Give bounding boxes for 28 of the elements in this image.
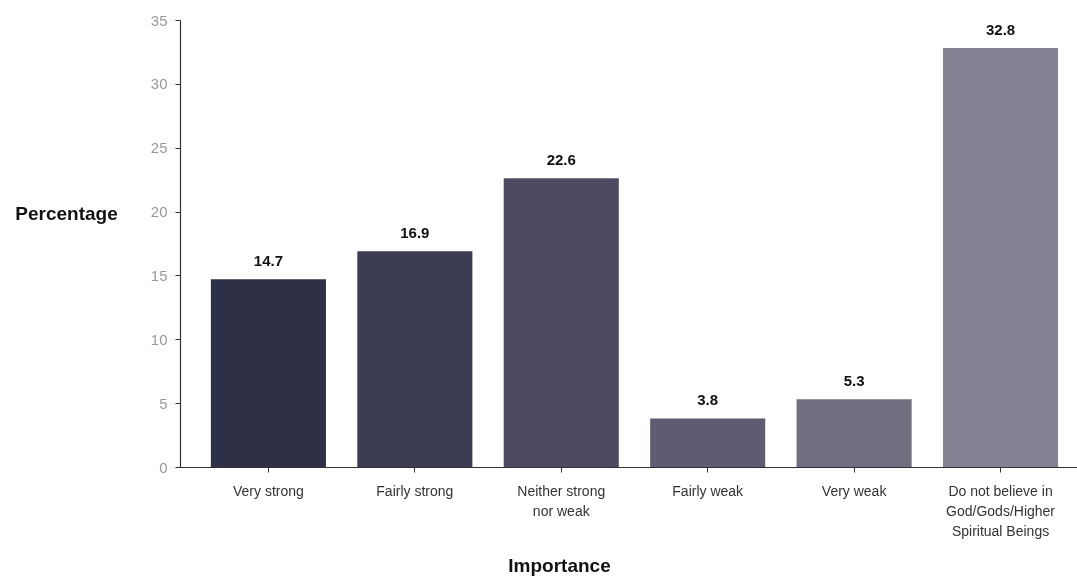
y-tick-label: 15	[150, 266, 168, 284]
bar	[210, 279, 326, 467]
data-label: 16.9	[400, 224, 430, 242]
x-axis-title: Importance	[508, 554, 611, 576]
data-label: 5.3	[843, 372, 865, 390]
y-tick-label: 30	[150, 75, 168, 93]
y-tick-label: 20	[150, 203, 168, 221]
data-label: 22.6	[546, 151, 576, 169]
y-tick-label: 10	[150, 330, 168, 348]
y-tick-label: 0	[159, 458, 168, 476]
x-tick-label: Very strong	[233, 482, 304, 499]
bar	[357, 251, 473, 467]
x-tick-label: Fairly strong	[376, 482, 454, 499]
x-tick-label: Fairly weak	[672, 482, 745, 499]
bar	[942, 48, 1059, 467]
x-tick-label: Do not believe in God/Gods/Higher Spiritual Beings	[946, 482, 1056, 539]
data-label: 14.7	[253, 252, 284, 270]
y-tick-label: 5	[159, 394, 168, 412]
y-tick-label: 35	[150, 11, 168, 29]
x-tick-label: Very weak	[821, 482, 888, 499]
x-tick-label: Neither strong nor weak	[517, 482, 606, 519]
bar	[650, 418, 766, 467]
y-tick-label: 25	[150, 139, 168, 157]
bar	[796, 399, 912, 467]
data-label: 32.8	[985, 21, 1016, 39]
data-label: 3.8	[697, 391, 719, 409]
bar	[503, 178, 619, 467]
y-axis-title: Percentage	[15, 202, 118, 224]
